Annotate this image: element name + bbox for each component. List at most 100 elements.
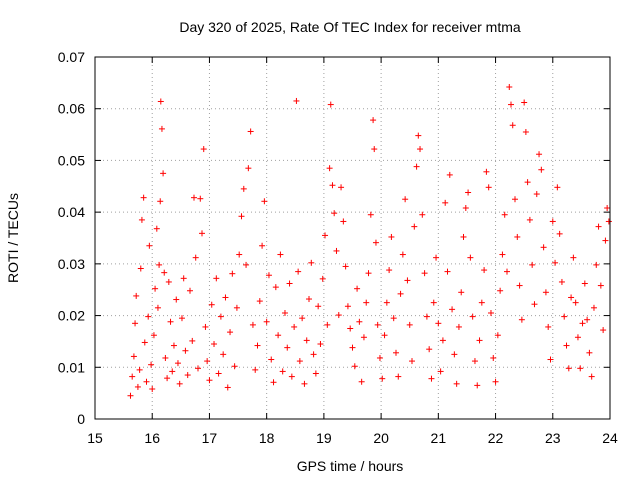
data-point [402,196,409,203]
x-tick-labels: 15 16 17 18 19 20 21 22 23 24 [87,430,618,446]
data-point [442,199,449,206]
data-point [494,332,501,339]
data-point [595,223,602,230]
data-point [186,287,193,294]
data-point [240,185,247,192]
data-point [351,363,358,370]
grid-lines [95,57,610,419]
data-point [176,380,183,387]
data-point [301,380,308,387]
data-point [561,313,568,320]
x-tick-label: 20 [373,430,389,446]
data-point [231,363,238,370]
data-point [490,354,497,361]
data-point [286,280,293,287]
data-point [157,98,164,105]
data-point [455,323,462,330]
data-point [600,327,607,334]
data-point [224,384,231,391]
data-point [588,373,595,380]
data-point [247,128,254,135]
data-point [406,321,413,328]
data-point [178,315,185,322]
data-point [552,259,559,266]
data-point [310,351,317,358]
data-point [329,182,336,189]
data-point [136,366,143,373]
data-point [547,356,554,363]
data-point [146,242,153,249]
data-point [315,303,322,310]
data-point [458,289,465,296]
data-point [570,254,577,261]
data-point [344,303,351,310]
data-point [381,332,388,339]
data-point [279,368,286,375]
data-point [148,361,155,368]
data-point [481,267,488,274]
data-point [497,287,504,294]
data-point [167,318,174,325]
data-point [478,299,485,306]
data-point [299,315,306,322]
data-point [462,205,469,212]
data-point [326,165,333,172]
data-point [134,383,141,390]
data-point [483,168,490,175]
data-point [149,386,156,393]
data-point [333,247,340,254]
data-point [446,171,453,178]
data-point [197,195,204,202]
x-tick-label: 23 [545,430,561,446]
data-point [130,353,137,360]
data-point [383,299,390,306]
data-point [308,259,315,266]
data-point [604,205,611,212]
y-tick-label: 0.04 [58,204,85,220]
data-point [296,358,303,365]
data-point [451,351,458,358]
data-point [506,83,513,90]
data-point [526,216,533,223]
data-point [324,321,331,328]
data-point [558,278,565,285]
data-point [417,146,424,153]
x-tick-label: 19 [316,430,332,446]
data-point [397,290,404,297]
data-point [419,211,426,218]
data-point [371,146,378,153]
data-point [153,225,160,232]
data-point [327,101,334,108]
data-point [516,282,523,289]
data-point [593,261,600,268]
data-point [399,251,406,258]
y-tick-label: 0 [77,411,85,427]
data-point [288,373,295,380]
data-point [331,210,338,217]
data-point [303,337,310,344]
data-point [514,233,521,240]
data-point [602,237,609,244]
data-point [160,170,167,177]
data-point [360,334,367,341]
data-point [192,254,199,261]
data-point [584,316,591,323]
y-tick-label: 0.02 [58,308,85,324]
data-point [259,242,266,249]
data-point [227,329,234,336]
data-point [577,365,584,372]
data-point [392,349,399,356]
data-point [200,146,207,153]
data-point [367,211,374,218]
data-point [161,269,168,276]
data-point [508,101,515,108]
data-point [437,368,444,375]
data-point [395,373,402,380]
data-point [499,251,506,258]
data-point [349,344,356,351]
data-point [565,365,572,372]
data-point [556,230,563,237]
data-point [540,244,547,251]
y-tick-label: 0.06 [58,101,85,117]
